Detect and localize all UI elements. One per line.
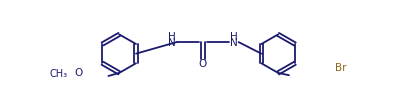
Text: CH₃: CH₃ [50, 69, 68, 79]
Text: O: O [75, 68, 83, 78]
Text: N: N [230, 38, 238, 48]
Text: O: O [199, 59, 207, 69]
Text: H: H [168, 33, 176, 42]
Text: N: N [168, 38, 176, 48]
Text: H: H [230, 33, 238, 42]
Text: Br: Br [335, 63, 346, 73]
